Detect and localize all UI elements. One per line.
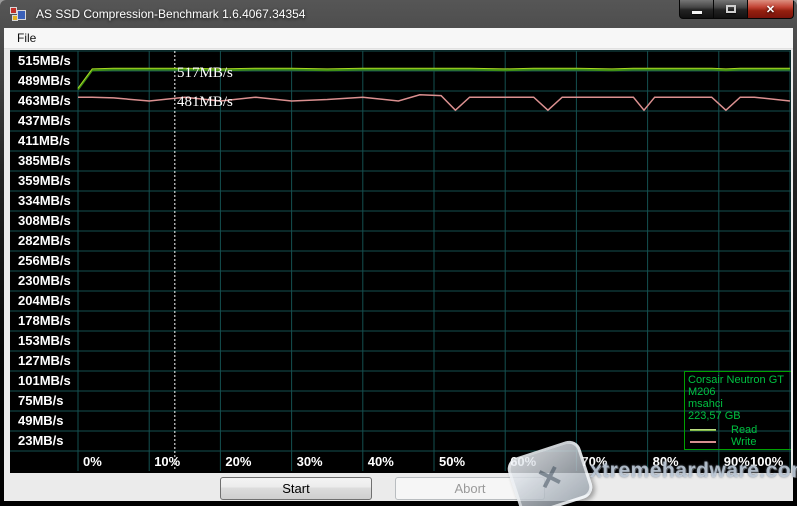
- read-line: [77, 68, 790, 91]
- legend-device-line: msahci: [688, 398, 723, 410]
- write-line: [78, 94, 791, 112]
- x-axis-label: 100%: [750, 454, 784, 469]
- y-axis-label: 75MB/s: [18, 393, 64, 408]
- legend-device-line: Corsair Neutron GT: [688, 374, 784, 386]
- y-axis-label: 515MB/s: [18, 53, 71, 68]
- y-axis-label: 49MB/s: [18, 413, 64, 428]
- y-axis-label: 334MB/s: [18, 193, 71, 208]
- y-axis-label: 127MB/s: [18, 353, 71, 368]
- y-axis-label: 282MB/s: [18, 233, 71, 248]
- x-axis-label: 40%: [367, 454, 394, 469]
- y-axis-label: 230MB/s: [18, 273, 71, 288]
- read-line-highlight: [77, 67, 790, 89]
- menubar: File: [4, 28, 793, 49]
- legend-entry-read: Read: [688, 424, 791, 436]
- app-icon-yellow-square: [12, 15, 18, 21]
- x-axis-label: 80%: [652, 454, 679, 469]
- menu-file[interactable]: File: [17, 31, 37, 45]
- legend-device-line: 223,57 GB: [688, 410, 741, 422]
- legend-device-info: Corsair Neutron GT M206 msahci 223,57 GB: [688, 374, 791, 422]
- legend-write-label: Write: [731, 436, 757, 448]
- close-button[interactable]: ✕: [748, 0, 794, 19]
- y-axis-label: 256MB/s: [18, 253, 71, 268]
- x-axis-label: 10%: [154, 454, 181, 469]
- write-speed-label: 481MB/s: [177, 94, 233, 110]
- legend-read-label: Read: [731, 424, 758, 436]
- maximize-icon: [725, 5, 736, 13]
- y-axis-label: 23MB/s: [18, 433, 64, 448]
- minimize-icon: [691, 10, 702, 14]
- legend-device-line: M206: [688, 386, 716, 398]
- read-line-sample-icon: [690, 429, 716, 431]
- window-title: AS SSD Compression-Benchmark 1.6.4067.34…: [36, 7, 306, 21]
- x-axis-label: 0%: [83, 454, 102, 469]
- maximize-button[interactable]: [714, 0, 748, 19]
- close-icon: ✕: [765, 3, 776, 16]
- y-axis-label: 385MB/s: [18, 153, 71, 168]
- app-icon-blue-square: [17, 10, 26, 20]
- y-axis-label: 178MB/s: [18, 313, 71, 328]
- read-speed-label: 517MB/s: [177, 65, 233, 81]
- write-line-sample-icon: [690, 441, 716, 443]
- y-axis-label: 463MB/s: [18, 93, 71, 108]
- window-controls: ✕: [679, 0, 794, 19]
- y-axis-label: 359MB/s: [18, 173, 71, 188]
- y-axis-label: 204MB/s: [18, 293, 71, 308]
- y-axis-label: 411MB/s: [18, 133, 71, 148]
- abort-button[interactable]: Abort: [395, 477, 545, 500]
- y-axis-label: 153MB/s: [18, 333, 71, 348]
- chart-legend: Corsair Neutron GT M206 msahci 223,57 GB Re…: [684, 371, 791, 450]
- app-icon-red-square: [10, 7, 17, 14]
- x-axis-label: 30%: [296, 454, 323, 469]
- x-axis-label: 70%: [581, 454, 608, 469]
- y-axis-label: 437MB/s: [18, 113, 71, 128]
- client-area: File 517MB/s 481MB/s Corsair Neutron GT M…: [4, 28, 797, 506]
- y-axis-label: 489MB/s: [18, 73, 71, 88]
- compression-benchmark-chart: 517MB/s 481MB/s Corsair Neutron GT M206 ms…: [10, 50, 791, 473]
- x-axis-label: 50%: [439, 454, 466, 469]
- titlebar[interactable]: AS SSD Compression-Benchmark 1.6.4067.34…: [0, 0, 797, 28]
- start-button[interactable]: Start: [220, 477, 372, 500]
- app-icon: [10, 6, 26, 22]
- y-axis-label: 308MB/s: [18, 213, 71, 228]
- chart-grid-and-lines: [10, 50, 791, 471]
- legend-entry-write: Write: [688, 436, 791, 448]
- x-axis-label: 60%: [510, 454, 537, 469]
- minimize-button[interactable]: [679, 0, 714, 19]
- x-axis-label: 20%: [225, 454, 252, 469]
- x-axis-label: 90%: [723, 454, 750, 469]
- y-axis-label: 101MB/s: [18, 373, 71, 388]
